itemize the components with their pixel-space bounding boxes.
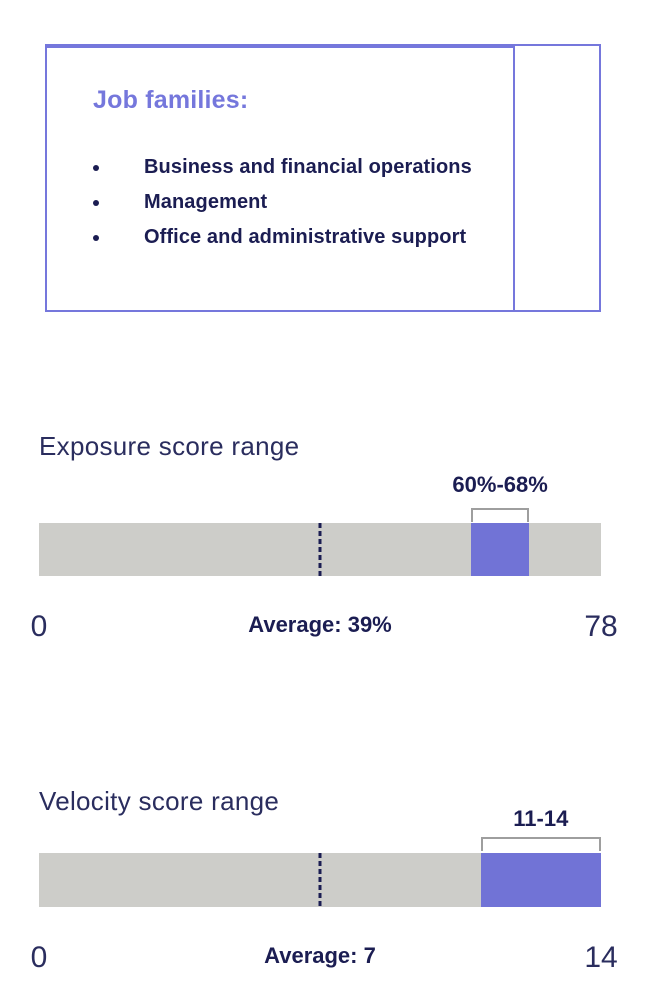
list-item: Management [93,185,472,220]
job-family-label: Management [144,191,268,213]
job-family-label: Office and administrative support [144,226,467,248]
job-families-title: Job families: [93,86,249,114]
list-item: Office and administrative support [93,220,472,255]
axis-min-label: 0 [30,610,48,643]
gauge-axis: 0 Average: 39% 78 [31,610,618,644]
gauge-track [39,523,601,576]
range-label: 11-14 [513,806,569,831]
range-segment [471,523,529,576]
range-bracket [471,508,529,522]
gauge-title: Exposure score range [39,431,300,461]
average-dash-line [318,853,322,907]
velocity-score-gauge: Velocity score range 11-14 0 Average: 7 … [31,786,618,986]
job-family-label: Business and financial operations [144,156,472,178]
exposure-score-gauge: Exposure score range 60%-68% 0 Average: … [31,431,618,646]
range-bracket [480,837,601,851]
bullet-icon [93,199,99,206]
axis-min-label: 0 [30,941,48,974]
axis-max-label: 78 [584,610,618,643]
job-families-list: Business and financial operations Manage… [93,150,472,255]
range-segment [480,853,601,907]
average-label: Average: 39% [248,612,392,637]
job-families-box: Job families: Business and financial ope… [45,44,601,312]
axis-max-label: 14 [584,941,618,974]
average-dash-line [318,523,322,576]
gauge-track [39,853,601,907]
job-families-box-border-inner [45,46,515,312]
average-label: Average: 7 [264,943,376,968]
bullet-icon [93,164,99,171]
bullet-icon [93,234,99,241]
range-label: 60%-68% [452,472,548,497]
list-item: Business and financial operations [93,150,472,185]
gauge-title: Velocity score range [39,786,280,816]
gauge-axis: 0 Average: 7 14 [31,941,618,975]
